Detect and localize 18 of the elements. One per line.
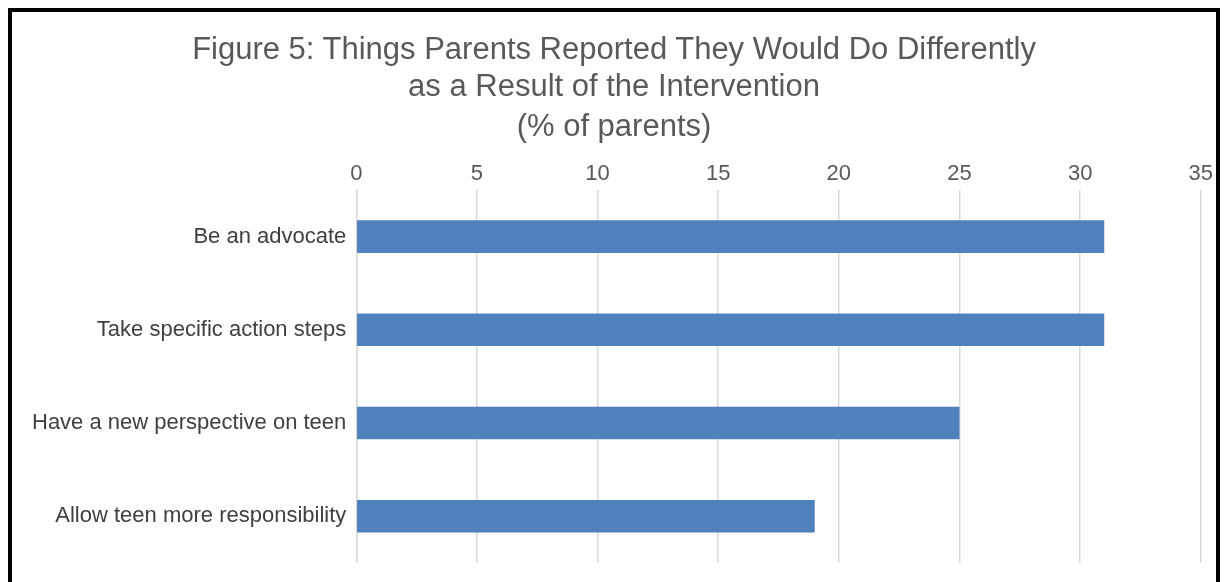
- x-tick-label: 35: [1188, 159, 1214, 185]
- x-tick-label: 15: [705, 159, 731, 185]
- bar: [357, 406, 960, 440]
- x-tick-label: 0: [350, 159, 363, 185]
- chart-subtitle: (% of parents): [516, 107, 712, 143]
- bar: [357, 313, 1105, 347]
- bar: [357, 220, 1105, 253]
- y-tick-label: Have a new perspective on teen: [31, 409, 347, 435]
- bar: [357, 499, 815, 533]
- x-tick-label: 5: [470, 159, 484, 185]
- y-tick-label: Allow teen more responsibility: [55, 502, 347, 528]
- x-tick-label: 10: [585, 159, 610, 185]
- y-tick-label: Be an advocate: [193, 222, 347, 248]
- y-tick-label: Take specific action steps: [96, 315, 347, 341]
- x-tick-label: 25: [947, 159, 972, 185]
- x-tick-label: 20: [826, 159, 852, 185]
- chart-title: Figure 5: Things Parents Reported They Would Do Differently as a Result of the Intervention: [192, 31, 1037, 104]
- x-tick-label: 30: [1067, 159, 1093, 185]
